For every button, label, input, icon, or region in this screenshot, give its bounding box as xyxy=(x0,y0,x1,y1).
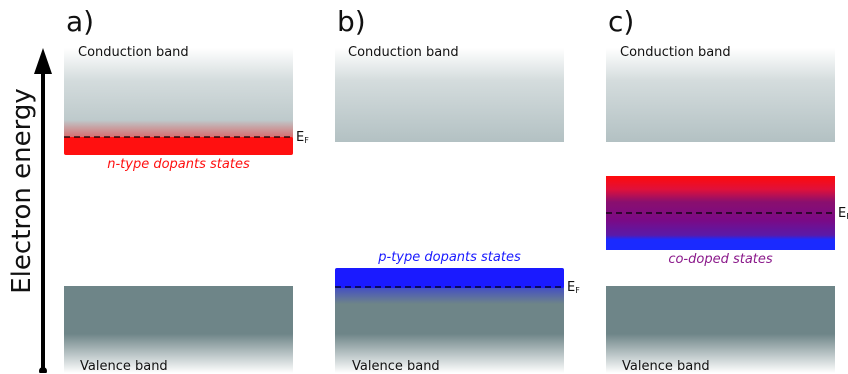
panel-a-dopant-label: n-type dopants states xyxy=(107,157,250,172)
panel-c-conduction-band xyxy=(606,48,835,142)
panel-a-dopant-states xyxy=(64,137,293,155)
panel-a-valence-band xyxy=(64,286,293,373)
panel-b-dopant-glow xyxy=(335,286,564,304)
panel-b-letter: b) xyxy=(337,5,366,38)
panel-a-fermi-label: EF xyxy=(296,130,309,145)
panel-b-conduction-band xyxy=(335,48,564,142)
panel-b-conduction-label: Conduction band xyxy=(348,45,459,60)
panel-b-valence-label: Valence band xyxy=(352,359,440,374)
energy-axis-origin xyxy=(39,367,47,373)
panel-a-letter: a) xyxy=(66,5,95,38)
panel-b-dopant-label: p-type dopants states xyxy=(378,250,521,265)
panel-c-conduction-label: Conduction band xyxy=(620,45,731,60)
energy-axis-arrowhead xyxy=(34,48,52,74)
panel-b-fermi-label: EF xyxy=(567,280,580,295)
panel-c-dopant-label: co-doped states xyxy=(668,252,773,267)
panel-a-conduction-label: Conduction band xyxy=(78,45,189,60)
panel-a-valence-label: Valence band xyxy=(80,359,168,374)
panel-c-valence-band xyxy=(606,286,835,373)
panel-c-fermi-label: EF xyxy=(838,206,848,221)
panel-b-dopant-states xyxy=(335,268,564,288)
panel-c-valence-label: Valence band xyxy=(622,359,710,374)
panel-a-dopant-glow xyxy=(64,120,293,140)
axis-label: Electron energy xyxy=(7,88,37,294)
panel-c-letter: c) xyxy=(608,5,635,38)
